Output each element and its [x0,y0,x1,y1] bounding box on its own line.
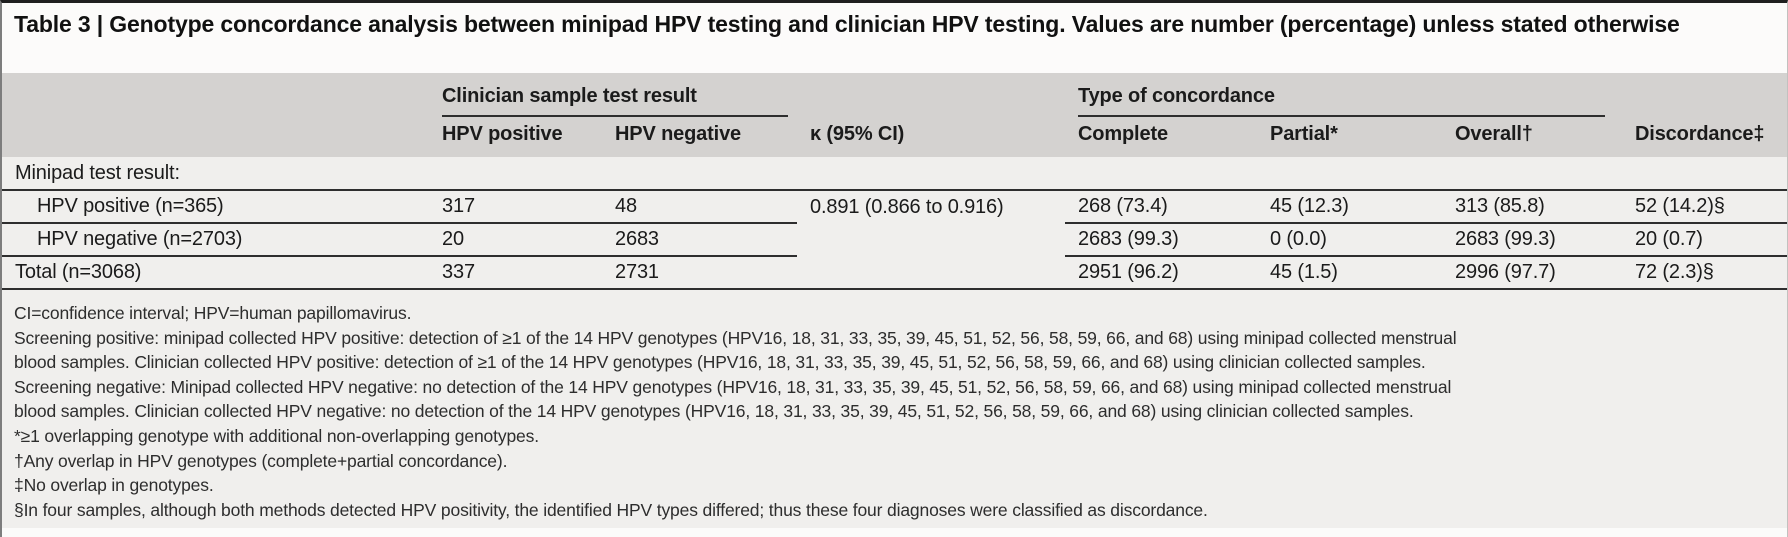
row-label: HPV positive (n=365) [2,190,429,224]
clinician-group-label: Clinician sample test result [442,85,788,117]
footnote-line: blood samples. Clinician collected HPV n… [14,401,1414,422]
cell-overall: 2996 (97.7) [1442,256,1622,290]
cell-complete: 2683 (99.3) [1065,223,1257,257]
footnote-line: blood samples. Clinician collected HPV p… [14,352,1426,373]
clinician-group-cell: Clinician sample test result [429,73,797,117]
cell-partial: 45 (12.3) [1257,190,1442,224]
discordance-spacer-cell [1622,73,1787,117]
cell-clinician-negative: 2731 [602,256,797,290]
cell-complete: 2951 (96.2) [1065,256,1257,290]
cell-discordance: 52 (14.2)§ [1622,190,1787,224]
section-label: Minipad test result: [2,157,1787,191]
col-header-complete: Complete [1065,117,1257,157]
cell-clinician-negative: 2683 [602,223,797,257]
group-header-row: Clinician sample test result Type of con… [2,73,1787,117]
cell-complete: 268 (73.4) [1065,190,1257,224]
footnote-line: ‡No overlap in genotypes. [14,475,214,496]
page-background-strip [2,528,1787,537]
col-header-partial: Partial* [1257,117,1442,157]
cell-clinician-negative: 48 [602,190,797,224]
footnote-line: CI=confidence interval; HPV=human papill… [14,303,412,323]
cell-clinician-positive: 20 [429,223,602,257]
table-title: Table 3 | Genotype concordance analysis … [14,11,1680,37]
cell-kappa: 0.891 (0.866 to 0.916) [810,196,1004,218]
col-header-discordance: Discordance‡ [1622,117,1787,157]
footnote-line: Screening negative: Minipad collected HP… [14,376,1452,397]
cell-overall: 2683 (99.3) [1442,223,1622,257]
cell-clinician-positive: 337 [429,256,602,290]
column-header-row: HPV positive HPV negative κ (95% CI) Com… [2,117,1787,157]
kappa-spacer-cell [797,73,1065,117]
concordance-group-cell: Type of concordance [1065,73,1622,117]
table-title-band: Table 3 | Genotype concordance analysis … [2,3,1787,73]
cell-overall: 313 (85.8) [1442,190,1622,224]
section-row: Minipad test result: [2,157,1787,191]
table-row-hpv-positive: HPV positive (n=365) 317 48 0.891 (0.866… [2,190,1787,224]
cell-partial: 45 (1.5) [1257,256,1442,290]
table-row-total: Total (n=3068) 337 2731 2951 (96.2) 45 (… [2,256,1787,290]
cell-partial: 0 (0.0) [1257,223,1442,257]
col-header-overall: Overall† [1442,117,1622,157]
stub-header-cell [2,73,429,117]
concordance-group-label: Type of concordance [1078,85,1605,117]
footnote-line: †Any overlap in HPV genotypes (complete+… [14,450,508,471]
footnote-line: §In four samples, although both methods … [14,499,1208,520]
col-header-hpv-negative: HPV negative [602,117,797,157]
row-label: Total (n=3068) [2,256,429,290]
col-header-kappa: κ (95% CI) [797,117,1065,157]
row-label: HPV negative (n=2703) [2,223,429,257]
col-header-hpv-positive: HPV positive [429,117,602,157]
footnote-line: Screening positive: minipad collected HP… [14,327,1457,348]
footnote-line: *≥1 overlapping genotype with additional… [14,425,539,446]
stub-header-cell [2,117,429,157]
cell-discordance: 20 (0.7) [1622,223,1787,257]
cell-discordance: 72 (2.3)§ [1622,256,1787,290]
footnotes: CI=confidence interval; HPV=human papill… [2,290,1787,522]
cell-kappa-empty [797,256,1065,290]
table-row-hpv-negative: HPV negative (n=2703) 20 2683 2683 (99.3… [2,223,1787,257]
concordance-table: Clinician sample test result Type of con… [2,73,1787,290]
cell-clinician-positive: 317 [429,190,602,224]
